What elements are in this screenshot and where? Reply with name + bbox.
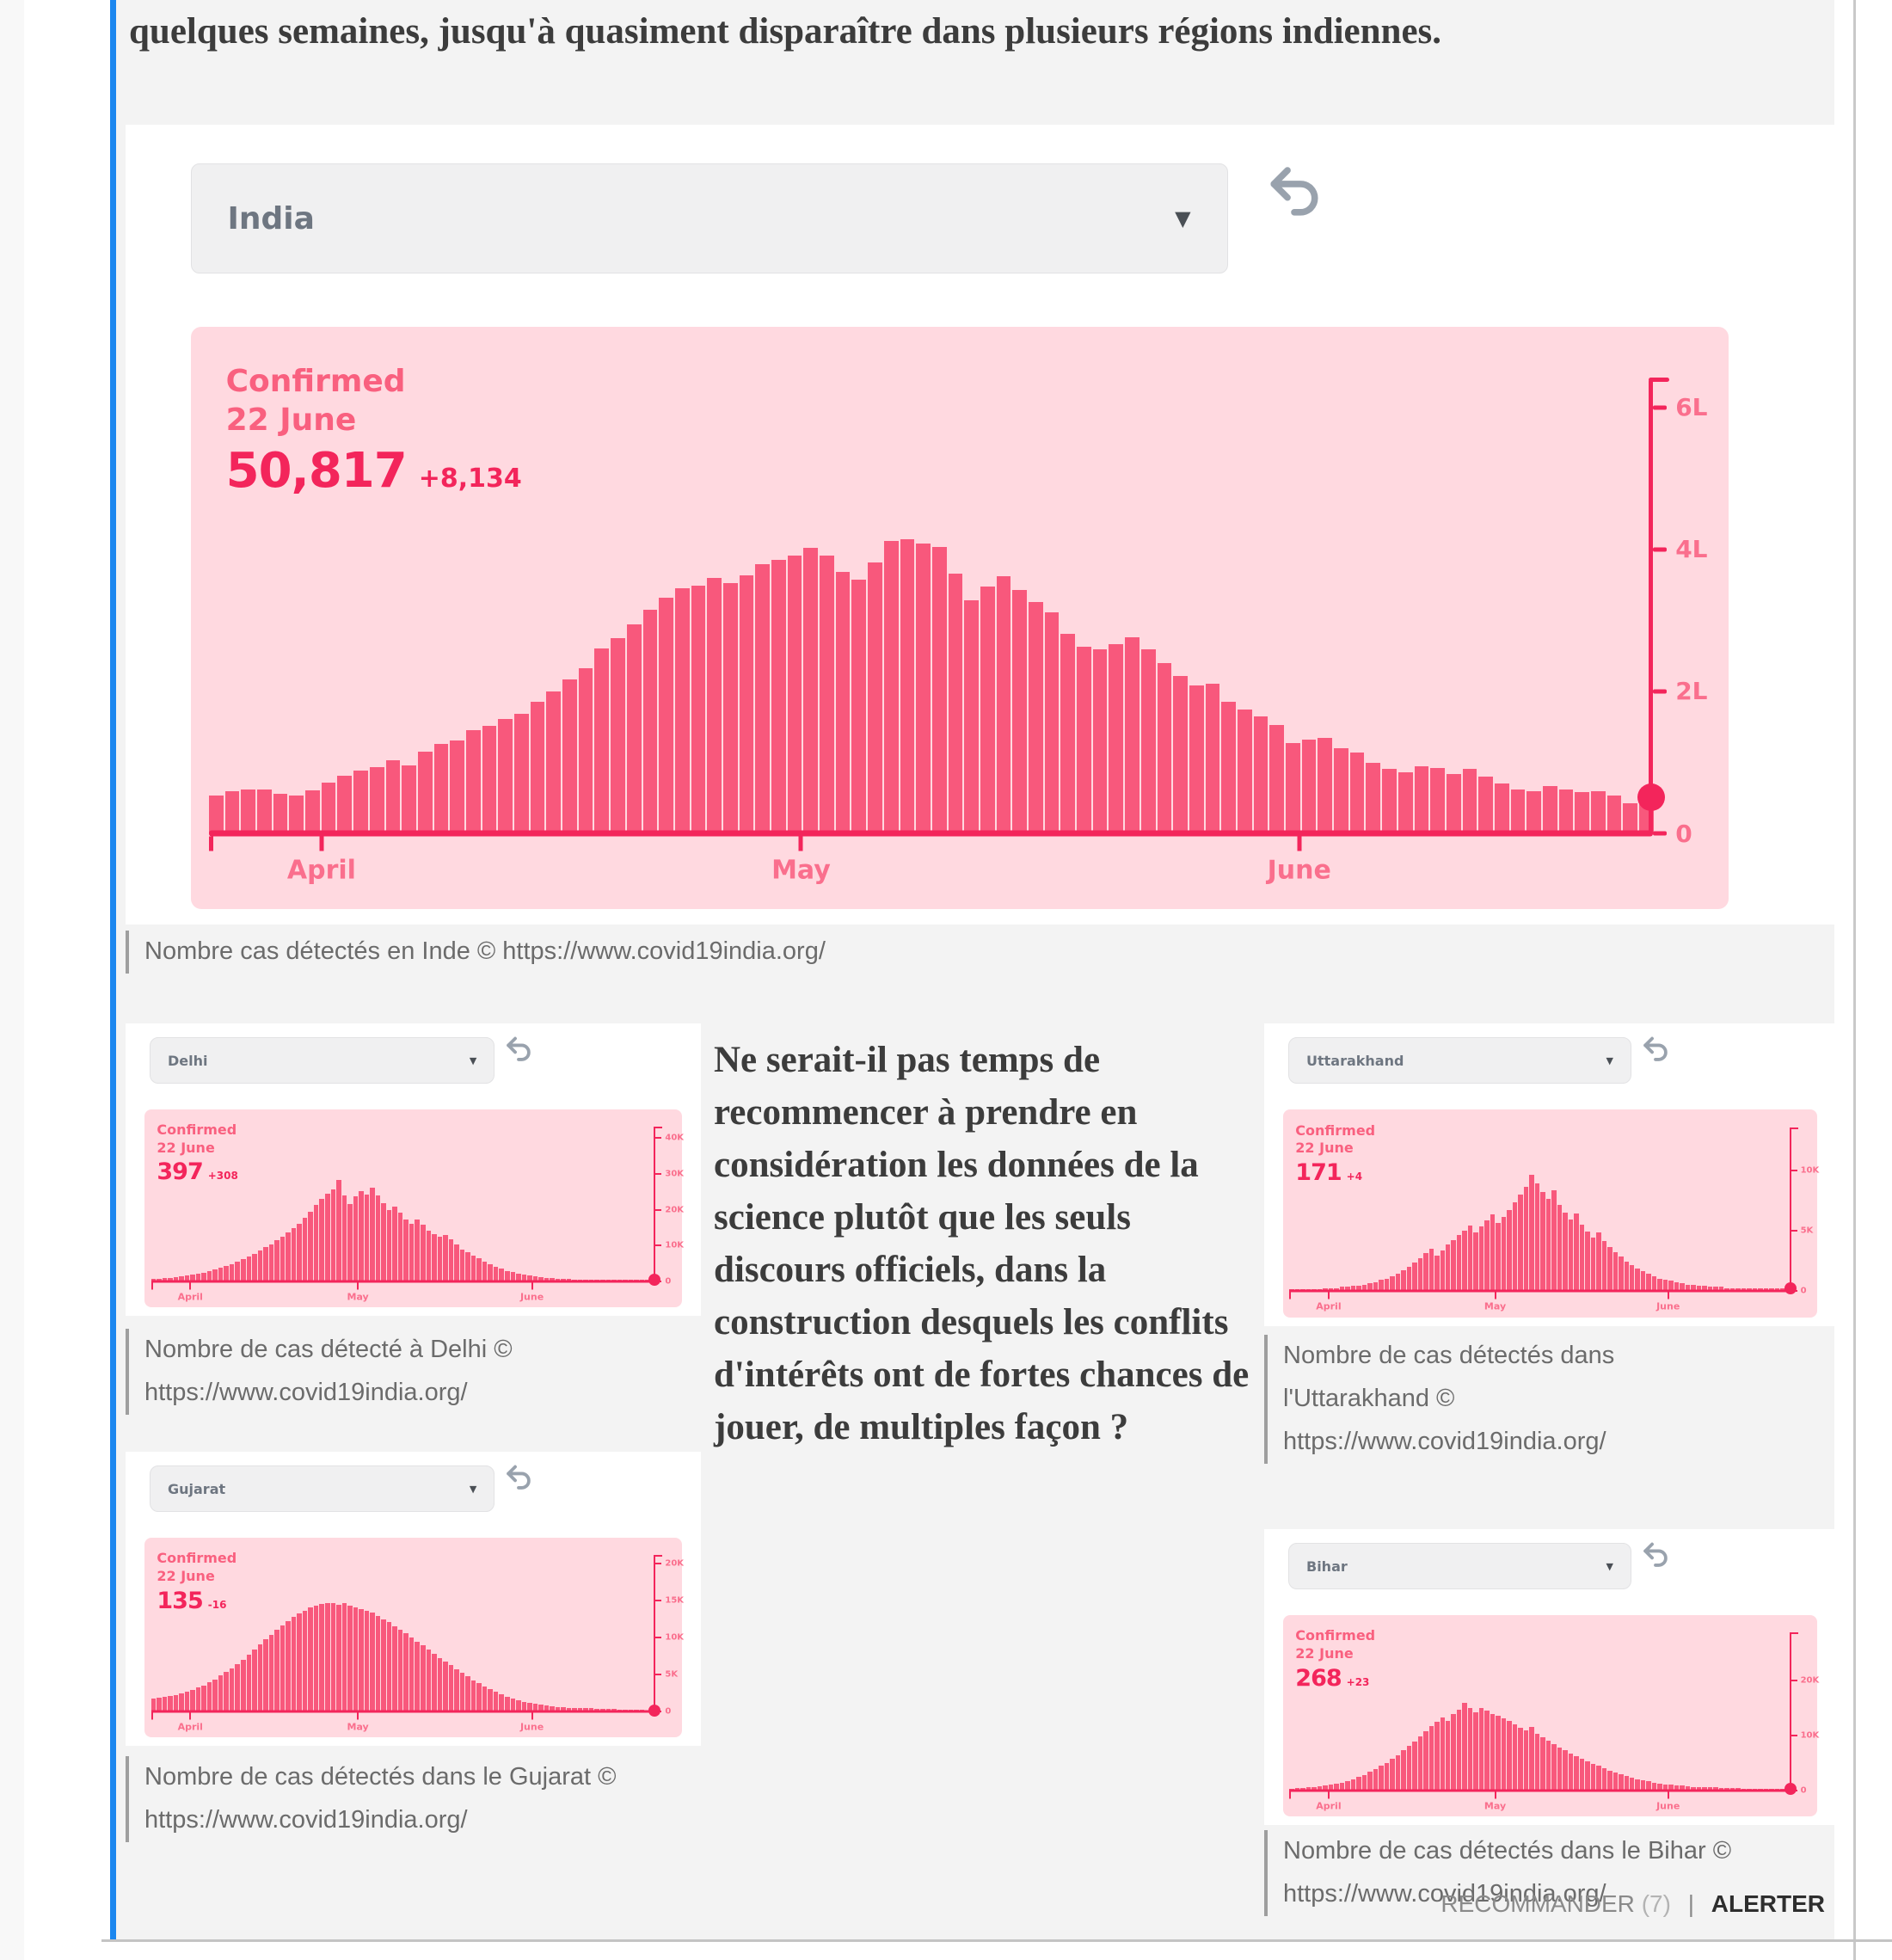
- chevron-down-icon: ▼: [1606, 1054, 1613, 1066]
- paragraph-top: quelques semaines, jusqu'à quasiment dis…: [129, 11, 1442, 52]
- chart-x-axis: April May June: [1289, 1289, 1791, 1312]
- stat-delta: +308: [207, 1170, 238, 1183]
- stat-metric: Confirmed: [225, 363, 406, 399]
- chart-y-axis: 0 5K 10K: [1784, 1127, 1819, 1295]
- region-select-india[interactable]: India ▼: [190, 163, 1228, 273]
- region-select-uttarakhand-label: Uttarakhand: [1306, 1052, 1404, 1069]
- region-select-bihar-label: Bihar: [1306, 1558, 1348, 1575]
- chart-stats: Confirmed 22 June 171 +4: [1295, 1122, 1375, 1187]
- region-select-delhi[interactable]: Delhi ▼: [150, 1037, 495, 1084]
- stat-value: 50,817: [225, 442, 408, 499]
- post-actions: RECOMMANDER (7) | ALERTER: [1440, 1890, 1825, 1918]
- stat-value: 268: [1295, 1664, 1342, 1692]
- uttarakhand-figure-caption: Nombre de cas détectés dans l'Uttarakhan…: [1264, 1335, 1746, 1464]
- chart-stats: Confirmed 22 June 268 +23: [1295, 1627, 1375, 1692]
- chart-y-axis: 0 5K 10K 15K 20K: [648, 1554, 684, 1717]
- recommend-count: (7): [1641, 1890, 1671, 1917]
- region-select-india-label: India: [227, 200, 315, 237]
- stat-metric: Confirmed: [1295, 1627, 1376, 1644]
- region-select-uttarakhand[interactable]: Uttarakhand ▼: [1288, 1037, 1631, 1084]
- region-select-gujarat-label: Gujarat: [168, 1480, 226, 1497]
- stat-date: 22 June: [1295, 1140, 1354, 1157]
- chart-bars: [150, 1556, 656, 1711]
- stat-date: 22 June: [157, 1139, 215, 1156]
- undo-icon[interactable]: [502, 1034, 535, 1066]
- chart-x-axis: April May June: [150, 1280, 656, 1303]
- stat-delta: +4: [1346, 1170, 1363, 1183]
- right-margin: [1834, 0, 1892, 1960]
- chevron-down-icon: ▼: [1606, 1560, 1613, 1572]
- bihar-daily-cases-chart: Confirmed 22 June 268 +23 0 10K 20K April M…: [1283, 1615, 1819, 1816]
- stat-date: 22 June: [157, 1567, 215, 1584]
- uttarakhand-chart-card: Uttarakhand ▼ Confirmed 22 June 171 +4 0…: [1264, 1023, 1836, 1326]
- chart-y-axis: 0 10K 20K 30K 40K: [648, 1126, 684, 1287]
- undo-icon[interactable]: [1639, 1539, 1672, 1572]
- delhi-chart-card: Delhi ▼ Confirmed 22 June 397 +308 0 10K 2…: [126, 1023, 701, 1316]
- alert-button[interactable]: ALERTER: [1711, 1890, 1825, 1917]
- region-select-gujarat[interactable]: Gujarat ▼: [150, 1465, 495, 1512]
- current-value-dot[interactable]: [648, 1274, 661, 1287]
- stat-delta: +8,134: [418, 463, 522, 494]
- chart-bars: [1289, 1128, 1791, 1291]
- recommend-button[interactable]: RECOMMANDER: [1440, 1890, 1635, 1917]
- actions-separator: |: [1687, 1890, 1694, 1917]
- india-chart-card: India ▼ Confirmed 22 June 50,817 +8,134 …: [126, 125, 1834, 925]
- current-value-dot[interactable]: [1784, 1281, 1797, 1294]
- bihar-chart-card: Bihar ▼ Confirmed 22 June 268 +23 0 10K 20…: [1264, 1529, 1836, 1825]
- region-select-bihar[interactable]: Bihar ▼: [1288, 1543, 1631, 1589]
- chart-x-axis: April May June: [150, 1710, 656, 1732]
- undo-icon[interactable]: [1262, 161, 1327, 226]
- scrollbar-track-line[interactable]: [1853, 0, 1856, 1960]
- chart-y-axis: 0 10K 20K: [1784, 1632, 1819, 1795]
- chart-stats: Confirmed 22 June 135 -16: [157, 1550, 236, 1614]
- stat-date: 22 June: [225, 402, 357, 438]
- gujarat-daily-cases-chart: Confirmed 22 June 135 -16 0 5K 10K 15K 20K A…: [144, 1538, 684, 1737]
- stat-delta: +23: [1346, 1675, 1370, 1688]
- bihar-figure-caption: Nombre de cas détectés dans le Bihar © h…: [1264, 1830, 1815, 1916]
- chart-stats: Confirmed 22 June 50,817 +8,134: [226, 362, 522, 499]
- stat-metric: Confirmed: [1295, 1121, 1376, 1139]
- delhi-figure-caption: Nombre de cas détecté à Delhi © https://…: [126, 1329, 659, 1415]
- undo-icon[interactable]: [1639, 1034, 1672, 1066]
- gujarat-chart-card: Gujarat ▼ Confirmed 22 June 135 -16 0 5K 1…: [126, 1452, 701, 1746]
- chevron-down-icon: ▼: [469, 1483, 477, 1495]
- uttarakhand-daily-cases-chart: Confirmed 22 June 171 +4 0 5K 10K April May…: [1283, 1109, 1819, 1318]
- left-margin-strip: [0, 0, 24, 1960]
- stat-value: 397: [157, 1158, 203, 1186]
- india-figure-caption: Nombre cas détectés en Inde © https://ww…: [126, 931, 1760, 974]
- stat-metric: Confirmed: [157, 1549, 237, 1566]
- stat-value: 135: [157, 1587, 203, 1614]
- chart-y-axis: 0 2L 4L 6L: [1637, 377, 1708, 848]
- article-content: quelques semaines, jusqu'à quasiment dis…: [116, 0, 1836, 1940]
- chart-stats: Confirmed 22 June 397 +308: [157, 1121, 237, 1186]
- current-value-dot[interactable]: [1784, 1782, 1797, 1795]
- card-bottom-border: [101, 1939, 1892, 1942]
- stat-delta: -16: [207, 1598, 227, 1611]
- chart-bars: [208, 379, 1654, 833]
- current-value-dot[interactable]: [1637, 783, 1665, 811]
- blockquote-blue-border: [110, 0, 116, 1940]
- body-question-paragraph: Ne serait-il pas temps de recommencer à …: [714, 1040, 1250, 1447]
- chart-x-axis: April May June: [208, 830, 1654, 886]
- gujarat-figure-caption: Nombre de cas détectés dans le Gujarat ©…: [126, 1756, 693, 1842]
- india-daily-cases-chart: Confirmed 22 June 50,817 +8,134 0 2L 4L 6L …: [190, 327, 1729, 909]
- undo-icon[interactable]: [502, 1462, 535, 1495]
- stat-value: 171: [1295, 1159, 1342, 1187]
- chevron-down-icon: ▼: [1175, 206, 1191, 230]
- stat-metric: Confirmed: [157, 1121, 237, 1138]
- stat-date: 22 June: [1295, 1644, 1354, 1662]
- current-value-dot[interactable]: [648, 1704, 661, 1717]
- chart-x-axis: April May June: [1289, 1789, 1791, 1811]
- region-select-delhi-label: Delhi: [168, 1052, 208, 1069]
- chart-bars: [1289, 1633, 1791, 1791]
- delhi-daily-cases-chart: Confirmed 22 June 397 +308 0 10K 20K 30K 40K…: [144, 1109, 684, 1307]
- chevron-down-icon: ▼: [469, 1054, 477, 1066]
